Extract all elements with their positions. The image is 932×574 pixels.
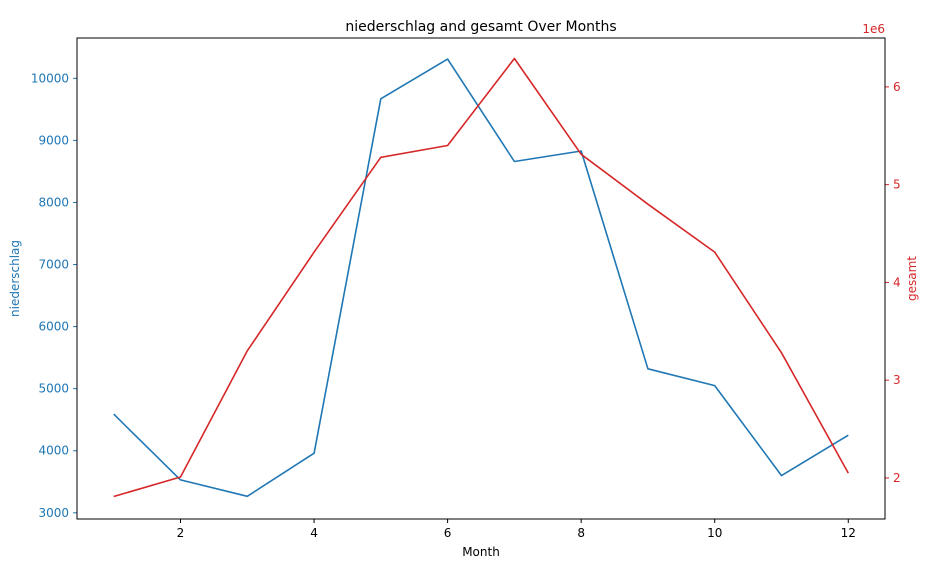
right-tick-label: 2 bbox=[893, 471, 901, 485]
x-axis-ticks: 2 4 6 8 10 12 bbox=[177, 519, 856, 540]
left-axis-ticks: 3000 4000 5000 6000 7000 8000 9000 10000 bbox=[31, 71, 77, 520]
left-tick-label: 10000 bbox=[31, 71, 69, 85]
left-tick-label: 6000 bbox=[38, 320, 69, 334]
series-line-niederschlag bbox=[113, 58, 849, 498]
left-tick-label: 8000 bbox=[38, 195, 69, 209]
right-axis-offset-text: 1e6 bbox=[862, 22, 885, 36]
right-tick-label: 6 bbox=[893, 80, 901, 94]
right-axis-ticks: 2 3 4 5 6 bbox=[885, 80, 901, 485]
x-tick-label: 12 bbox=[841, 526, 856, 540]
x-tick-label: 4 bbox=[310, 526, 318, 540]
left-tick-label: 5000 bbox=[38, 382, 69, 396]
x-tick-label: 10 bbox=[707, 526, 722, 540]
right-tick-label: 5 bbox=[893, 178, 901, 192]
right-tick-label: 3 bbox=[893, 373, 901, 387]
right-axis-title: gesamt bbox=[905, 256, 919, 301]
left-tick-label: 3000 bbox=[38, 506, 69, 520]
series-layer bbox=[113, 57, 849, 498]
x-tick-label: 2 bbox=[177, 526, 185, 540]
left-axis-title: niederschlag bbox=[8, 240, 22, 317]
x-tick-label: 6 bbox=[444, 526, 452, 540]
series-line-gesamt bbox=[113, 57, 849, 498]
plot-frame bbox=[76, 37, 886, 520]
left-tick-label: 4000 bbox=[38, 444, 69, 458]
right-tick-label: 4 bbox=[893, 275, 901, 289]
x-tick-label: 8 bbox=[577, 526, 585, 540]
chart-title: niederschlag and gesamt Over Months bbox=[345, 19, 616, 35]
left-tick-label: 7000 bbox=[38, 258, 69, 272]
left-tick-label: 9000 bbox=[38, 133, 69, 147]
x-axis-title: Month bbox=[462, 545, 500, 559]
